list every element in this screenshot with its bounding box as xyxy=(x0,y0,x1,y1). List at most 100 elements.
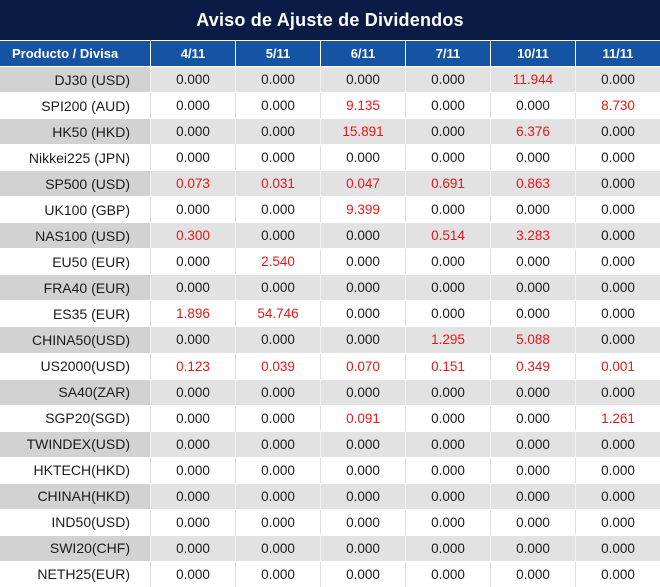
product-cell: HKTECH(HKD) xyxy=(0,457,150,483)
value-cell: 0.000 xyxy=(320,67,405,93)
value-cell: 0.000 xyxy=(405,431,490,457)
title-bar: Aviso de Ajuste de Dividendos xyxy=(0,0,660,41)
value-cell: 0.000 xyxy=(235,197,320,223)
table-row: IND50(USD) 0.000 0.000 0.000 0.000 0.000 0.00… xyxy=(0,508,660,535)
table-row: EU50 (EUR) 0.000 2.540 0.000 0.000 0.000 0.00… xyxy=(0,248,660,275)
product-cell: TWINDEX(USD) xyxy=(0,431,150,457)
value-cell: 0.000 xyxy=(575,67,660,93)
value-cell: 0.000 xyxy=(150,93,235,119)
table-row: SP500 (USD) 0.073 0.031 0.047 0.691 0.863 0.0… xyxy=(0,170,660,197)
table-row: TWINDEX(USD) 0.000 0.000 0.000 0.000 0.000 0.… xyxy=(0,430,660,457)
table-row: DJ30 (USD) 0.000 0.000 0.000 0.000 11.944 0.0… xyxy=(0,66,660,93)
product-cell: FRA40 (EUR) xyxy=(0,275,150,301)
table-body: DJ30 (USD) 0.000 0.000 0.000 0.000 11.944 0.0… xyxy=(0,66,660,587)
value-cell: 0.000 xyxy=(320,509,405,535)
value-cell: 0.691 xyxy=(405,171,490,197)
table-row: CHINA50(USD) 0.000 0.000 0.000 1.295 5.088 0.… xyxy=(0,326,660,353)
value-cell: 0.000 xyxy=(490,93,575,119)
table-row: NAS100 (USD) 0.300 0.000 0.000 0.514 3.283 0.… xyxy=(0,222,660,249)
column-header-date-4: 7/11 xyxy=(405,41,490,66)
value-cell: 11.944 xyxy=(490,67,575,93)
column-header-date-6: 11/11 xyxy=(575,41,660,66)
value-cell: 0.000 xyxy=(490,249,575,275)
table-row: CHINAH(HKD) 0.000 0.000 0.000 0.000 0.000 0.0… xyxy=(0,482,660,509)
product-cell: SGP20(SGD) xyxy=(0,405,150,431)
column-header-date-1: 4/11 xyxy=(150,41,235,66)
value-cell: 0.000 xyxy=(405,67,490,93)
value-cell: 0.000 xyxy=(235,457,320,483)
table-row: US2000(USD) 0.123 0.039 0.070 0.151 0.349 0.0… xyxy=(0,352,660,379)
value-cell: 54.746 xyxy=(235,301,320,327)
value-cell: 0.000 xyxy=(235,379,320,405)
product-cell: DJ30 (USD) xyxy=(0,67,150,93)
value-cell: 0.000 xyxy=(405,457,490,483)
product-cell: SP500 (USD) xyxy=(0,171,150,197)
value-cell: 0.000 xyxy=(235,535,320,561)
value-cell: 0.151 xyxy=(405,353,490,379)
value-cell: 0.000 xyxy=(405,483,490,509)
value-cell: 0.000 xyxy=(235,119,320,145)
value-cell: 0.000 xyxy=(320,379,405,405)
value-cell: 3.283 xyxy=(490,223,575,249)
value-cell: 0.000 xyxy=(575,197,660,223)
value-cell: 0.000 xyxy=(150,145,235,171)
product-cell: HK50 (HKD) xyxy=(0,119,150,145)
value-cell: 0.514 xyxy=(405,223,490,249)
value-cell: 0.000 xyxy=(575,171,660,197)
value-cell: 0.000 xyxy=(490,509,575,535)
value-cell: 0.000 xyxy=(490,301,575,327)
value-cell: 0.000 xyxy=(405,561,490,587)
value-cell: 0.000 xyxy=(235,431,320,457)
product-cell: IND50(USD) xyxy=(0,509,150,535)
table-row: Nikkei225 (JPN) 0.000 0.000 0.000 0.000 0.00… xyxy=(0,144,660,171)
value-cell: 0.000 xyxy=(320,431,405,457)
product-cell: SWI20(CHF) xyxy=(0,535,150,561)
value-cell: 0.000 xyxy=(235,93,320,119)
value-cell: 0.000 xyxy=(150,249,235,275)
table-row: FRA40 (EUR) 0.000 0.000 0.000 0.000 0.000 0.0… xyxy=(0,274,660,301)
value-cell: 0.000 xyxy=(575,431,660,457)
column-header-date-2: 5/11 xyxy=(235,41,320,66)
value-cell: 0.000 xyxy=(405,197,490,223)
value-cell: 0.000 xyxy=(150,405,235,431)
value-cell: 5.088 xyxy=(490,327,575,353)
value-cell: 0.000 xyxy=(150,483,235,509)
value-cell: 0.000 xyxy=(575,275,660,301)
table-row: SGP20(SGD) 0.000 0.000 0.091 0.000 0.000 1.26… xyxy=(0,404,660,431)
value-cell: 0.073 xyxy=(150,171,235,197)
product-cell: SA40(ZAR) xyxy=(0,379,150,405)
value-cell: 0.001 xyxy=(575,353,660,379)
value-cell: 0.031 xyxy=(235,171,320,197)
table-header-row: Producto / Divisa 4/11 5/11 6/11 7/11 10… xyxy=(0,41,660,66)
value-cell: 0.000 xyxy=(575,223,660,249)
value-cell: 0.000 xyxy=(150,197,235,223)
column-header-date-5: 10/11 xyxy=(490,41,575,66)
value-cell: 0.000 xyxy=(575,509,660,535)
value-cell: 0.349 xyxy=(490,353,575,379)
value-cell: 0.300 xyxy=(150,223,235,249)
value-cell: 0.000 xyxy=(235,145,320,171)
table-row: HKTECH(HKD) 0.000 0.000 0.000 0.000 0.000 0.0… xyxy=(0,456,660,483)
table-row: SWI20(CHF) 0.000 0.000 0.000 0.000 0.000 0.00… xyxy=(0,534,660,561)
value-cell: 0.000 xyxy=(235,67,320,93)
value-cell: 0.000 xyxy=(490,275,575,301)
value-cell: 0.000 xyxy=(575,301,660,327)
value-cell: 1.261 xyxy=(575,405,660,431)
value-cell: 0.000 xyxy=(320,223,405,249)
value-cell: 0.000 xyxy=(490,197,575,223)
value-cell: 9.399 xyxy=(320,197,405,223)
value-cell: 0.000 xyxy=(235,405,320,431)
value-cell: 0.000 xyxy=(150,67,235,93)
value-cell: 0.000 xyxy=(235,483,320,509)
product-cell: Nikkei225 (JPN) xyxy=(0,145,150,171)
value-cell: 0.000 xyxy=(320,561,405,587)
value-cell: 0.000 xyxy=(490,379,575,405)
value-cell: 15.891 xyxy=(320,119,405,145)
value-cell: 0.039 xyxy=(235,353,320,379)
value-cell: 0.000 xyxy=(320,535,405,561)
table-row: ES35 (EUR) 1.896 54.746 0.000 0.000 0.000 0.0… xyxy=(0,300,660,327)
value-cell: 0.000 xyxy=(235,509,320,535)
value-cell: 0.000 xyxy=(575,457,660,483)
value-cell: 0.000 xyxy=(405,379,490,405)
value-cell: 0.000 xyxy=(575,327,660,353)
